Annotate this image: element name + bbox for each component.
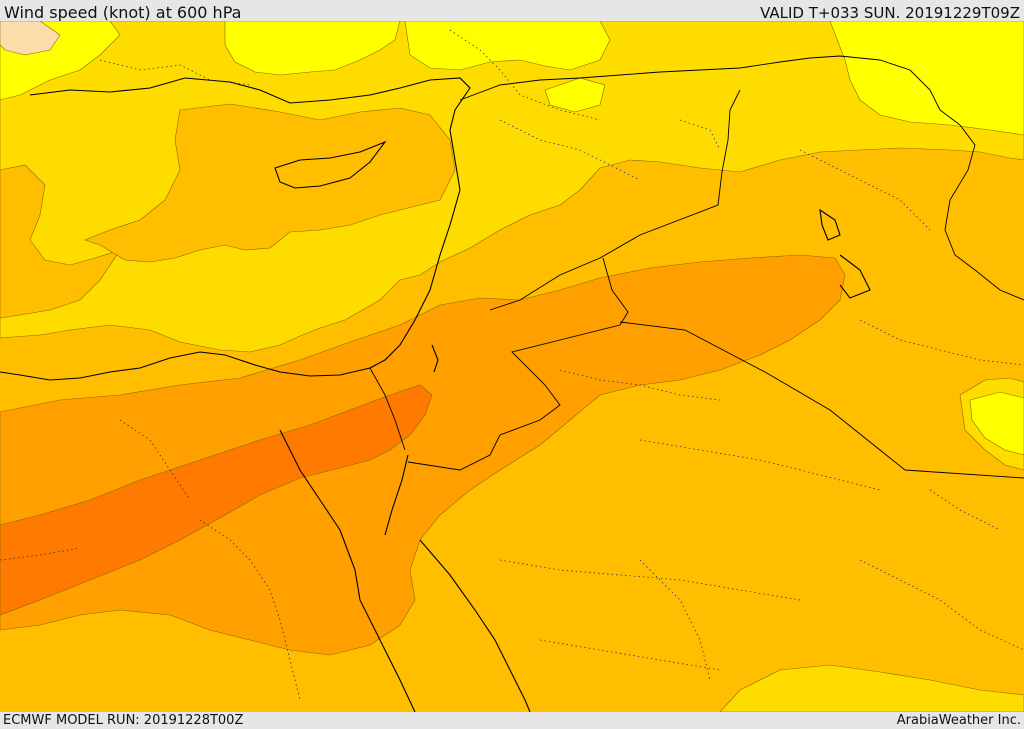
border-turkey-syria	[459, 55, 961, 126]
cyprus-outline	[274, 140, 387, 189]
band-1-southeast-patch	[969, 391, 1024, 456]
border-saudi-iraq	[619, 321, 1024, 479]
band-1-north-east	[404, 21, 611, 71]
borders	[369, 55, 1024, 479]
map-title: Wind speed (knot) at 600 hPa	[4, 3, 242, 22]
band-3-west-med	[0, 164, 121, 319]
footer-bar	[0, 712, 1024, 729]
coastlines	[0, 77, 871, 712]
band-1-north-central	[224, 21, 401, 76]
internal-boundaries	[0, 29, 1024, 701]
band-4-jet-region	[0, 254, 846, 656]
band-3-aegean	[84, 103, 456, 263]
band-1-far-north-east	[829, 21, 1024, 136]
red-sea-east-coast	[419, 539, 531, 712]
gulf-of-suez	[279, 429, 416, 712]
border-syria-iraq	[489, 89, 741, 311]
dead-sea	[431, 344, 439, 373]
band-2-region	[0, 21, 1024, 353]
band-2-south	[719, 664, 1024, 712]
gulf-of-aqaba	[384, 454, 409, 536]
persian-gulf-coast	[839, 254, 871, 299]
header-bar	[0, 0, 1024, 21]
band-5-jet-core	[0, 384, 433, 616]
border-iraq-iran	[944, 124, 1024, 301]
levant-coast	[369, 189, 461, 369]
border-jordan-saudi	[407, 257, 629, 471]
model-run: ECMWF MODEL RUN: 20191228T00Z	[3, 713, 244, 728]
border-egypt-israel	[369, 367, 406, 451]
valid-time: VALID T+033 SUN. 20191229T09Z	[760, 4, 1020, 22]
calm-patch	[0, 21, 61, 56]
egypt-libya-coast	[0, 351, 371, 381]
credit: ArabiaWeather Inc.	[896, 713, 1021, 728]
wind-speed-map	[0, 21, 1024, 712]
turkey-coast	[29, 77, 471, 191]
caspian-lake	[819, 208, 841, 241]
